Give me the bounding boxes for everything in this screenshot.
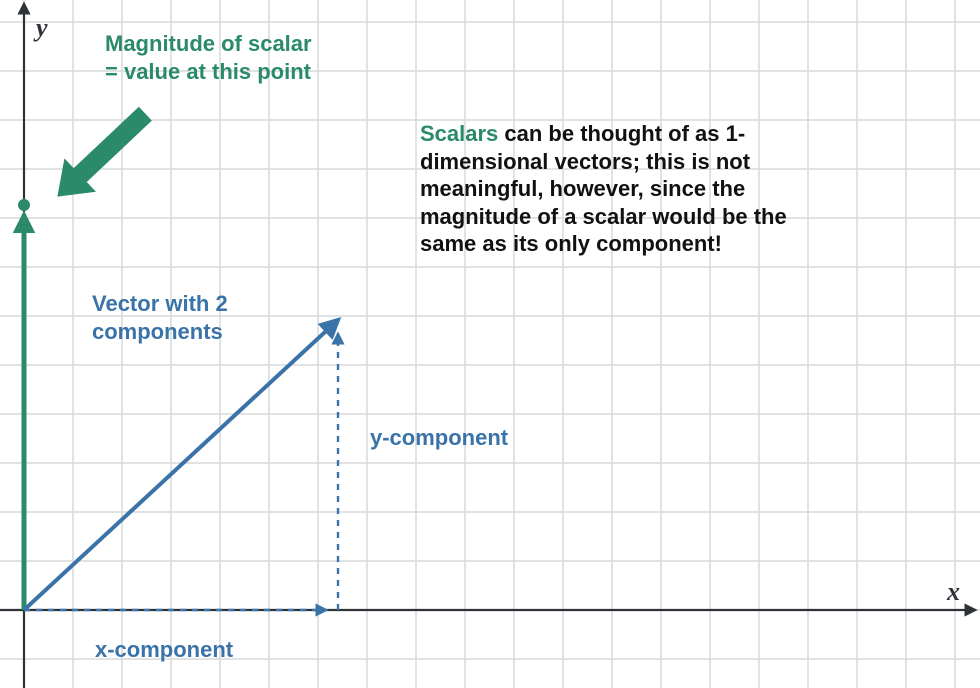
vector-arrow bbox=[24, 320, 338, 610]
vector-title-label: Vector with 2components bbox=[92, 290, 228, 345]
explanation-text: Scalars can be thought of as 1-dimension… bbox=[420, 120, 787, 258]
scalar-magnitude-label: Magnitude of scalar= value at this point bbox=[105, 30, 312, 85]
y-axis-label: y bbox=[36, 12, 48, 45]
scalar-point bbox=[18, 199, 30, 211]
x-axis-label: x bbox=[947, 576, 960, 609]
x-component-label: x-component bbox=[95, 636, 233, 664]
y-component-label: y-component bbox=[370, 424, 508, 452]
diagram-canvas: Magnitude of scalar= value at this point… bbox=[0, 0, 980, 688]
explanation-highlight: Scalars bbox=[420, 121, 498, 146]
